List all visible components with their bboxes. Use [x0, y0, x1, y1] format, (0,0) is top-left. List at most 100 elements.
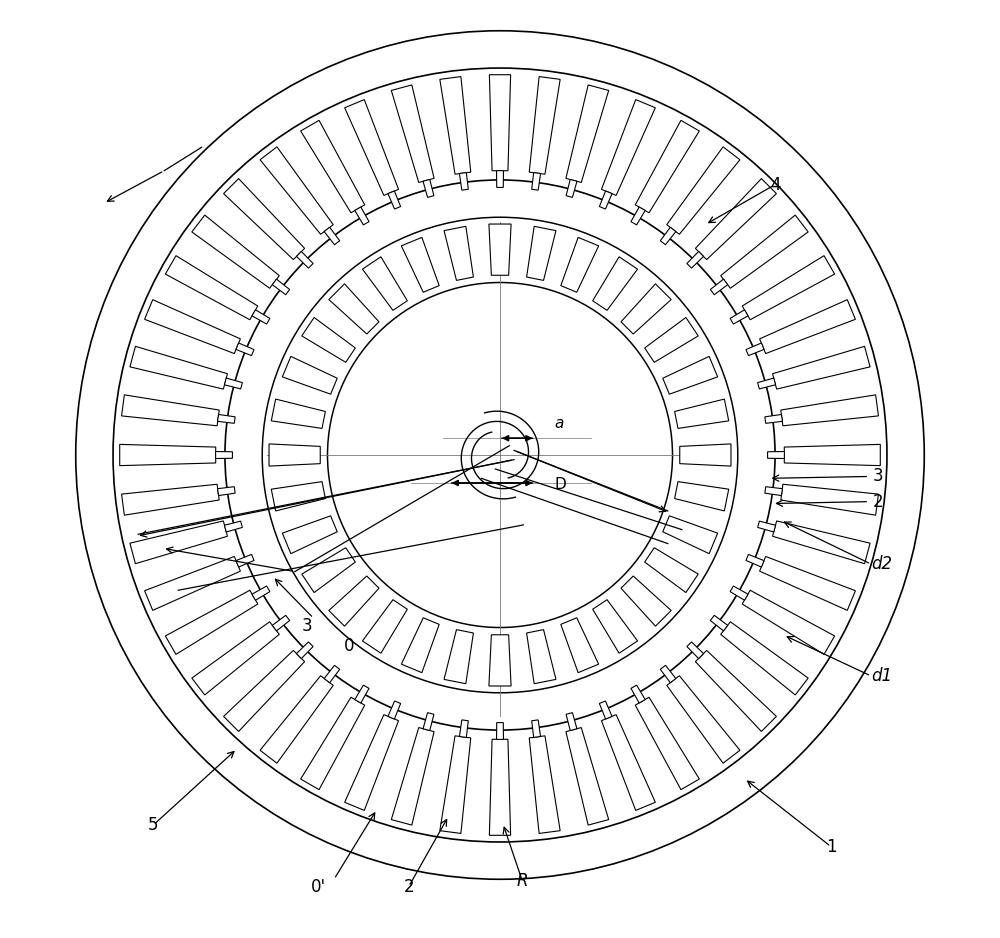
Polygon shape — [660, 665, 676, 683]
Text: d1: d1 — [871, 667, 892, 685]
Polygon shape — [710, 615, 728, 631]
Polygon shape — [710, 280, 728, 295]
Polygon shape — [566, 713, 577, 731]
Polygon shape — [329, 284, 379, 334]
Polygon shape — [218, 487, 235, 495]
Polygon shape — [489, 739, 511, 836]
Polygon shape — [271, 399, 325, 429]
Polygon shape — [489, 635, 511, 686]
Polygon shape — [532, 173, 541, 190]
Polygon shape — [192, 215, 279, 288]
Text: 4: 4 — [770, 175, 780, 193]
Polygon shape — [621, 576, 671, 627]
Polygon shape — [122, 395, 219, 426]
Polygon shape — [282, 356, 337, 394]
Polygon shape — [145, 299, 240, 354]
Polygon shape — [645, 317, 698, 362]
Polygon shape — [645, 548, 698, 593]
Polygon shape — [695, 178, 776, 260]
Text: 1: 1 — [826, 838, 836, 855]
Polygon shape — [663, 516, 718, 553]
Polygon shape — [675, 399, 729, 429]
Polygon shape — [631, 685, 645, 703]
Polygon shape — [566, 85, 609, 183]
Polygon shape — [345, 715, 399, 810]
Polygon shape — [532, 719, 541, 737]
Polygon shape — [667, 147, 740, 234]
Polygon shape — [388, 191, 401, 209]
Polygon shape — [529, 77, 560, 174]
Polygon shape — [130, 521, 227, 564]
Polygon shape — [599, 701, 612, 719]
Polygon shape — [459, 719, 468, 737]
Polygon shape — [391, 728, 434, 825]
Text: 3: 3 — [302, 616, 312, 635]
Polygon shape — [362, 599, 407, 653]
Polygon shape — [527, 629, 556, 684]
Polygon shape — [768, 451, 784, 459]
Polygon shape — [621, 284, 671, 334]
Polygon shape — [773, 346, 870, 389]
Polygon shape — [746, 343, 764, 356]
Polygon shape — [444, 629, 473, 684]
Polygon shape — [260, 675, 333, 764]
Polygon shape — [301, 120, 365, 213]
Polygon shape — [746, 554, 764, 567]
Polygon shape — [721, 215, 808, 288]
Polygon shape — [695, 650, 776, 732]
Polygon shape — [742, 256, 835, 320]
Polygon shape — [260, 147, 333, 234]
Polygon shape — [282, 516, 337, 553]
Polygon shape — [687, 251, 704, 268]
Polygon shape — [758, 378, 776, 389]
Polygon shape — [601, 99, 655, 195]
Polygon shape — [324, 665, 340, 683]
Polygon shape — [497, 171, 503, 188]
Polygon shape — [345, 99, 399, 195]
Polygon shape — [423, 179, 434, 197]
Text: 0': 0' — [311, 878, 326, 896]
Polygon shape — [224, 522, 242, 532]
Polygon shape — [192, 622, 279, 695]
Polygon shape — [236, 343, 254, 356]
Polygon shape — [601, 715, 655, 810]
Polygon shape — [272, 280, 290, 295]
Polygon shape — [302, 548, 355, 593]
Text: d2: d2 — [871, 555, 892, 573]
Polygon shape — [489, 224, 511, 275]
Polygon shape — [355, 207, 369, 225]
Polygon shape — [781, 484, 878, 515]
Polygon shape — [561, 237, 599, 293]
Polygon shape — [635, 697, 699, 790]
Polygon shape — [122, 484, 219, 515]
Polygon shape — [271, 481, 325, 511]
Polygon shape — [758, 522, 776, 532]
Polygon shape — [566, 179, 577, 197]
Polygon shape — [635, 120, 699, 213]
Polygon shape — [355, 685, 369, 703]
Polygon shape — [765, 415, 782, 423]
Polygon shape — [252, 310, 270, 324]
Polygon shape — [120, 445, 216, 465]
Polygon shape — [760, 299, 855, 354]
Polygon shape — [401, 618, 439, 673]
Polygon shape — [218, 415, 235, 423]
Polygon shape — [459, 173, 468, 190]
Polygon shape — [765, 487, 782, 495]
Polygon shape — [721, 622, 808, 695]
Polygon shape — [730, 586, 748, 600]
Polygon shape — [687, 642, 704, 658]
Polygon shape — [329, 576, 379, 627]
Polygon shape — [224, 378, 242, 389]
Polygon shape — [296, 642, 313, 658]
Polygon shape — [324, 227, 340, 245]
Polygon shape — [269, 444, 320, 466]
Polygon shape — [489, 75, 511, 171]
Text: 0: 0 — [344, 637, 354, 655]
Polygon shape — [388, 701, 401, 719]
Polygon shape — [566, 728, 609, 825]
Polygon shape — [391, 85, 434, 183]
Polygon shape — [362, 257, 407, 310]
Polygon shape — [401, 237, 439, 293]
Text: 3: 3 — [873, 467, 884, 486]
